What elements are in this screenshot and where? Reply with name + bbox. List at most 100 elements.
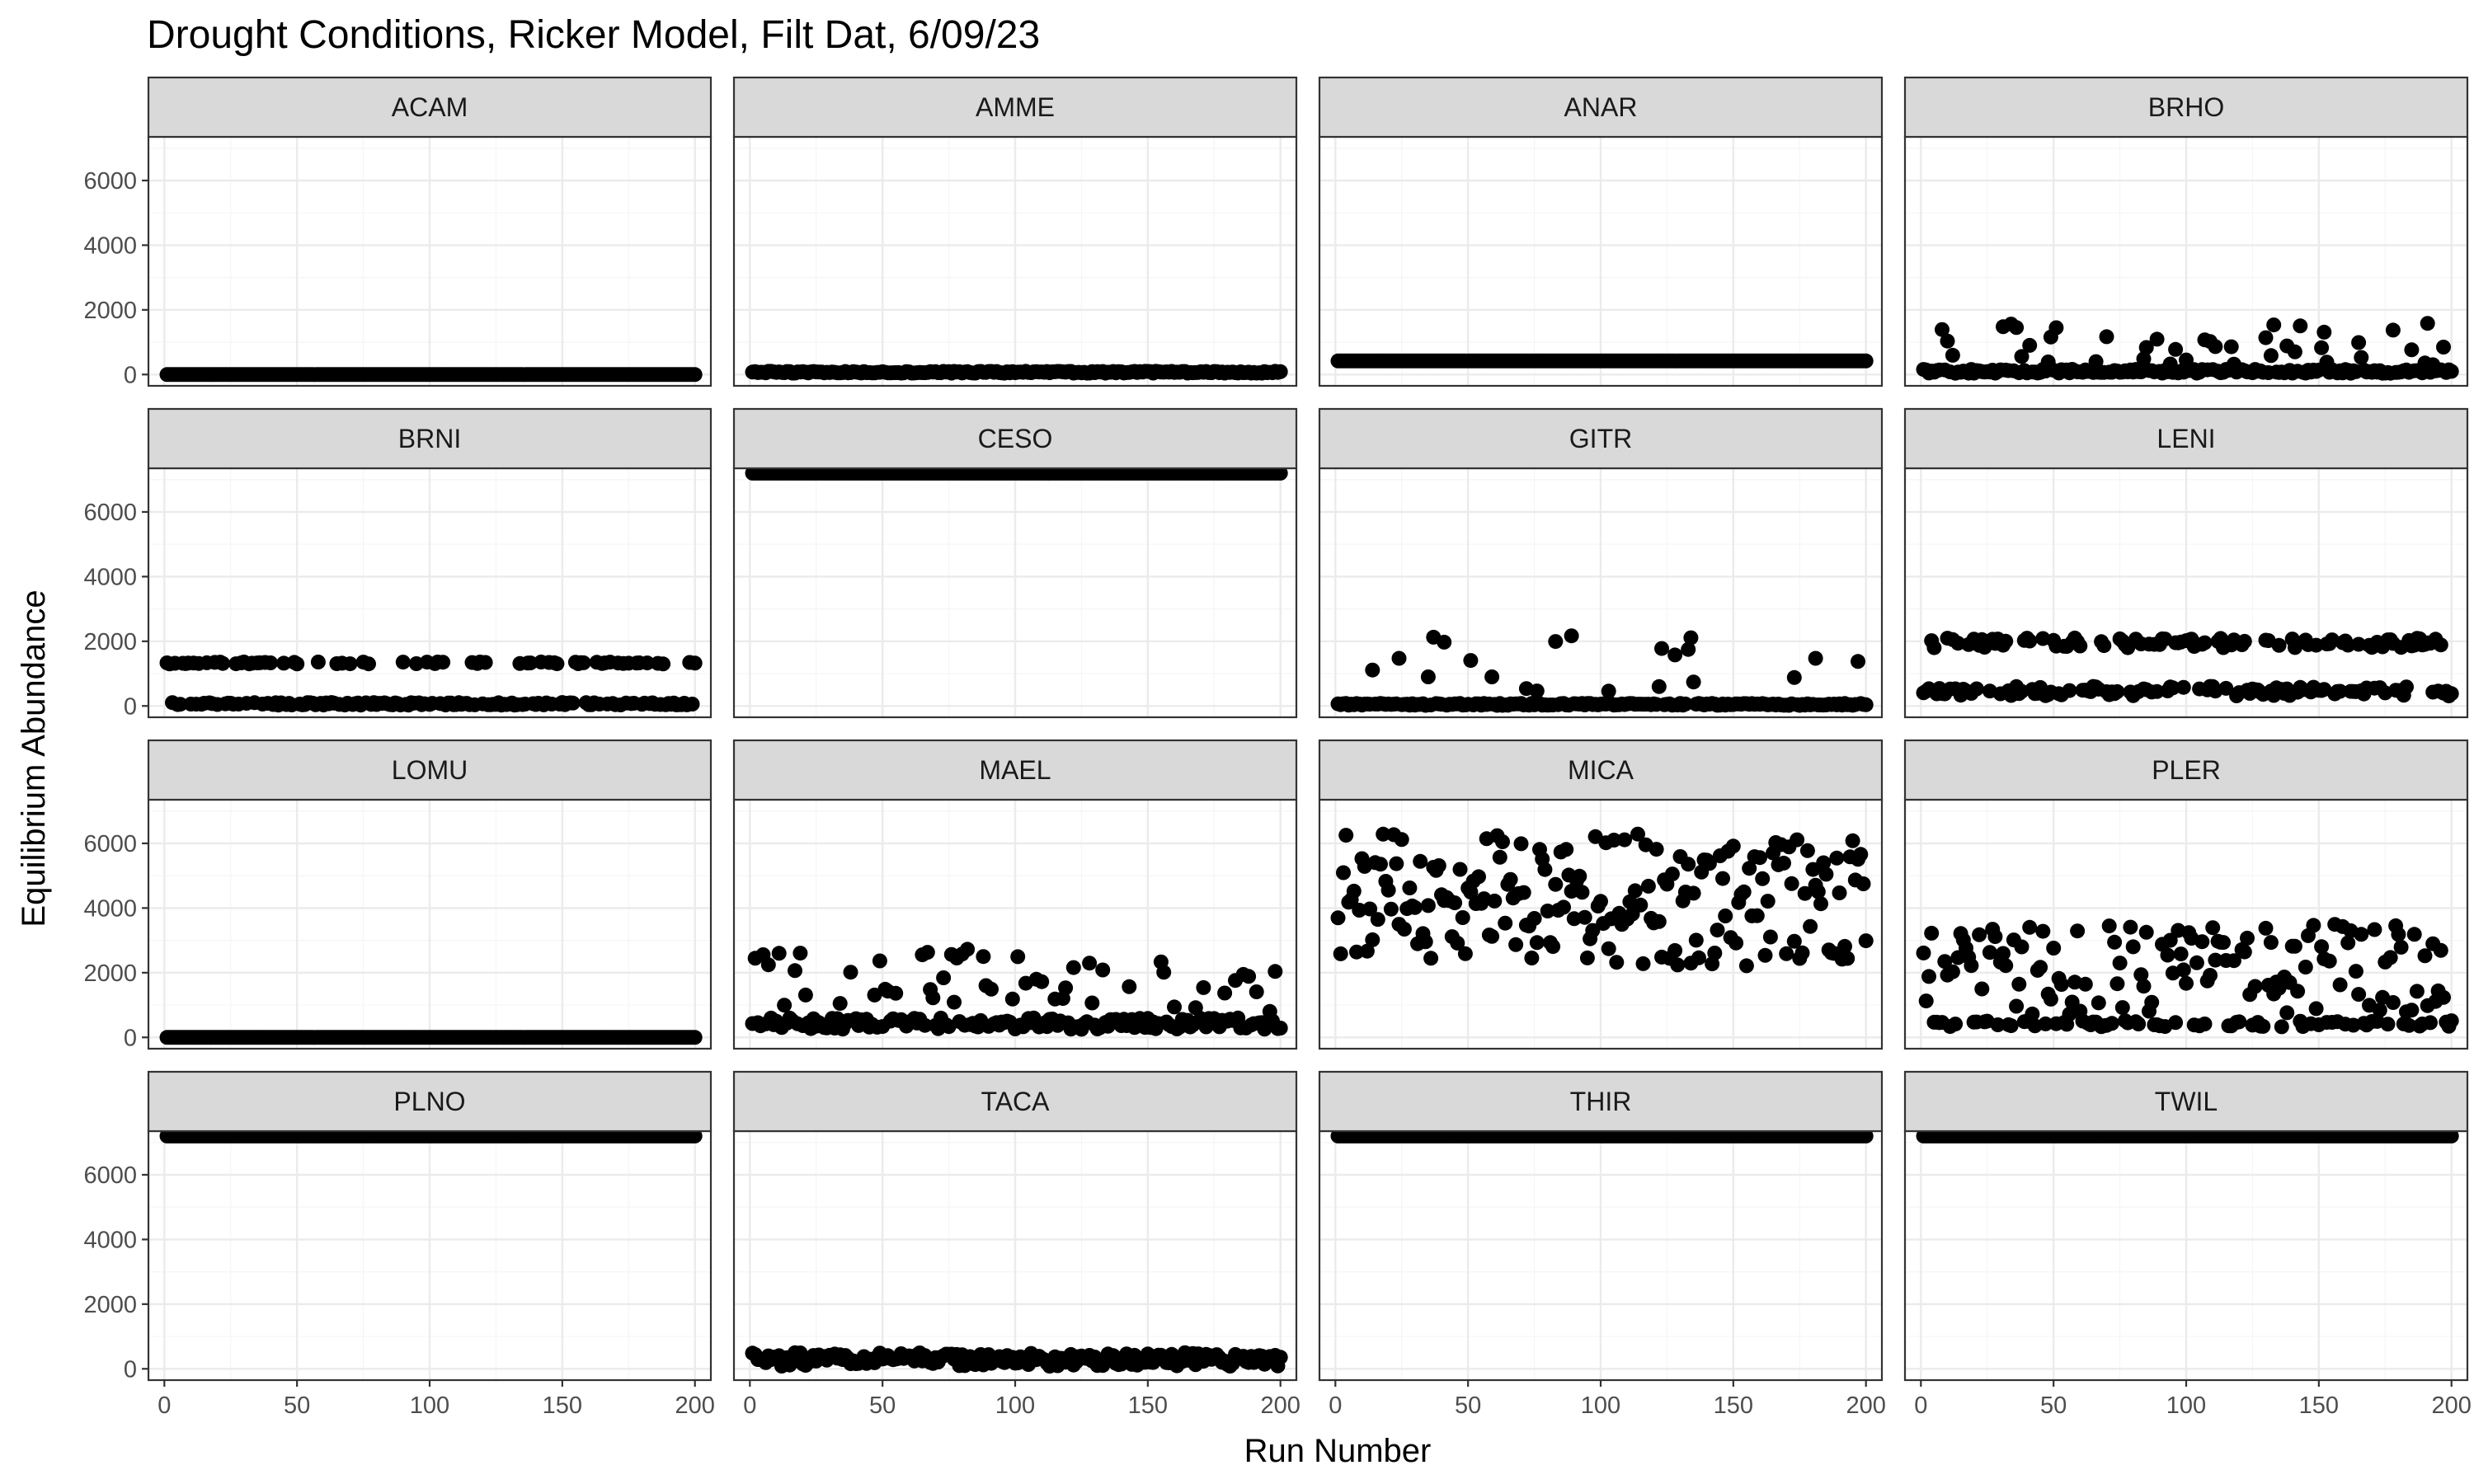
- data-point: [2354, 350, 2369, 365]
- facet-panel-amme: AMME: [732, 76, 1298, 387]
- data-points: [745, 465, 1288, 481]
- data-point: [1757, 947, 1773, 963]
- data-point: [2380, 1017, 2396, 1032]
- data-point: [687, 1030, 703, 1045]
- data-points: [745, 942, 1288, 1037]
- data-point: [2173, 946, 2189, 962]
- data-point: [2203, 968, 2218, 983]
- data-point: [2287, 938, 2302, 954]
- facet-strip-label: BRNI: [398, 424, 461, 453]
- y-tick-label: 0: [124, 693, 137, 720]
- data-point: [1396, 922, 1412, 937]
- data-point: [1937, 954, 1953, 970]
- data-point: [1556, 899, 1571, 915]
- data-point: [2189, 955, 2204, 970]
- data-point: [1034, 974, 1050, 989]
- data-point: [1095, 962, 1111, 978]
- data-point: [1167, 999, 1182, 1015]
- data-point: [2279, 1005, 2295, 1021]
- data-point: [2443, 1128, 2459, 1144]
- data-point: [2136, 979, 2152, 994]
- data-point: [2433, 637, 2448, 653]
- data-point: [1431, 858, 1446, 873]
- facet-strip: [147, 1070, 713, 1133]
- facet-strip-label: LENI: [2157, 424, 2215, 453]
- data-point: [1738, 958, 1754, 974]
- data-point: [1681, 857, 1696, 872]
- facet-strip: [732, 739, 1298, 801]
- data-point: [1058, 980, 1074, 996]
- data-point: [1752, 850, 1767, 866]
- data-point: [1918, 993, 1934, 1009]
- data-point: [1498, 915, 1513, 931]
- data-point: [1380, 882, 1396, 898]
- data-point: [2443, 364, 2459, 379]
- data-point: [2314, 340, 2330, 355]
- facet-panel-acam: ACAM 0 2000 4000 6000: [83, 76, 713, 388]
- x-tick-label: 100: [1581, 1392, 1620, 1419]
- data-point: [1670, 957, 1686, 973]
- data-point: [1987, 929, 2003, 944]
- data-point: [1974, 981, 1990, 997]
- data-point: [1784, 876, 1799, 891]
- facet-strip: [732, 76, 1298, 139]
- data-point: [1420, 669, 1436, 684]
- data-point: [1601, 683, 1616, 699]
- data-point: [1394, 832, 1409, 848]
- data-point: [2293, 318, 2308, 334]
- data-point: [1010, 949, 1026, 965]
- y-tick-label: 0: [124, 362, 137, 388]
- data-point: [1487, 893, 1503, 909]
- facet-panel-thir: THIR 0 50 100 150 200: [1318, 1070, 1886, 1419]
- data-point: [984, 981, 999, 997]
- y-tick-label: 4000: [83, 232, 137, 259]
- facet-strip-label: MAEL: [979, 755, 1051, 785]
- data-point: [1790, 832, 1805, 848]
- data-points: [1916, 630, 2459, 704]
- data-point: [2009, 998, 2025, 1014]
- data-point: [310, 655, 326, 669]
- data-point: [1420, 898, 1436, 913]
- data-point: [289, 656, 305, 672]
- facet-strip: [1903, 739, 2469, 801]
- facet-panel-taca: TACA 0 50 100 150 200: [732, 1070, 1300, 1419]
- data-point: [2112, 956, 2128, 971]
- x-tick-label: 0: [158, 1392, 171, 1419]
- data-point: [1921, 969, 1936, 984]
- data-point: [2271, 637, 2287, 653]
- data-points: [159, 1030, 703, 1045]
- facet-panel-leni: LENI: [1903, 407, 2469, 719]
- data-point: [1450, 935, 1465, 951]
- data-point: [888, 985, 904, 1001]
- facet-panel-brni: BRNI 0 2000 4000 6000: [83, 407, 713, 720]
- data-point: [1755, 871, 1771, 886]
- data-point: [2332, 977, 2348, 993]
- data-point: [2385, 322, 2401, 338]
- data-point: [920, 945, 935, 960]
- facet-panel-ceso: CESO: [732, 407, 1298, 719]
- data-point: [2316, 324, 2332, 340]
- facet-strip: [1903, 407, 2469, 470]
- data-point: [1651, 679, 1667, 694]
- facet-panel-twil: TWIL 0 50 100 150 200: [1903, 1070, 2472, 1419]
- data-point: [777, 998, 793, 1013]
- data-point: [2168, 341, 2184, 357]
- data-point: [1241, 969, 1257, 984]
- data-point: [2266, 317, 2282, 333]
- y-axis-title: Equilibrium Abundance: [16, 589, 52, 927]
- data-points: [159, 1128, 703, 1144]
- data-point: [1982, 945, 1997, 960]
- data-point: [2393, 939, 2409, 955]
- data-point: [2348, 964, 2363, 979]
- data-point: [1122, 979, 1137, 994]
- data-point: [2033, 960, 2048, 975]
- x-tick-label: 150: [543, 1392, 582, 1419]
- facet-strip: [1318, 407, 1884, 470]
- data-point: [2258, 330, 2274, 345]
- data-point: [2401, 1017, 2417, 1033]
- data-point: [2149, 331, 2165, 347]
- data-point: [1606, 833, 1622, 848]
- data-point: [2053, 977, 2069, 993]
- facet-strip-label: GITR: [1569, 424, 1632, 453]
- data-point: [1803, 918, 1818, 934]
